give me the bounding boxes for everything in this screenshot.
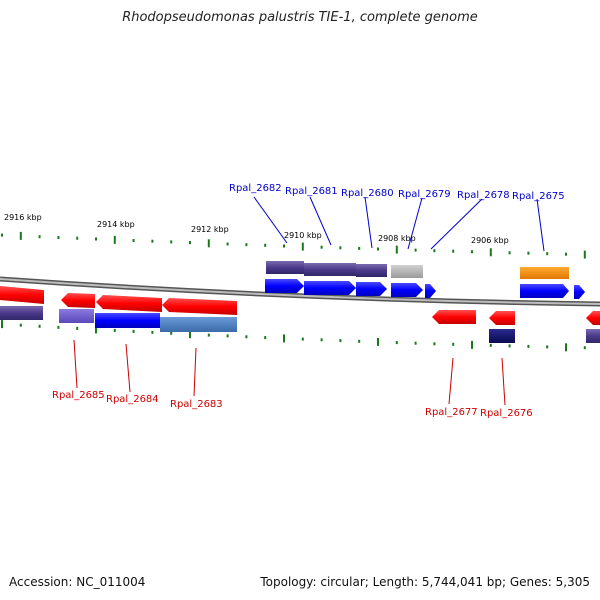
accession-info: Accession: NC_011004 — [9, 575, 146, 589]
gene-arrow-rpal-2678[interactable] — [425, 284, 436, 298]
gene-label-rpal-2678[interactable]: Rpal_2678 — [457, 190, 510, 201]
gene-arrow-rpal-2685[interactable] — [61, 293, 95, 308]
gene-label-rpal-2682[interactable]: Rpal_2682 — [229, 183, 282, 194]
map-title: Rhodopseudomonas palustris TIE-1, comple… — [122, 10, 478, 25]
gene-label-rpal-2683[interactable]: Rpal_2683 — [170, 399, 223, 410]
feature-bar-2684[interactable] — [95, 313, 160, 328]
gene-label-rpal-2680[interactable]: Rpal_2680 — [341, 188, 394, 199]
genome-stats: Topology: circular; Length: 5,744,041 bp… — [260, 575, 590, 589]
feature-bar-2675[interactable] — [520, 267, 569, 279]
gene-label-rpal-2681[interactable]: Rpal_2681 — [285, 186, 338, 197]
gene-arrow-rpal-2677[interactable] — [432, 310, 476, 324]
scale-label: 2908 kbp — [378, 234, 416, 243]
gene-arrow-rpal-2684[interactable] — [96, 295, 162, 312]
gene-label-rpal-2677[interactable]: Rpal_2677 — [425, 407, 478, 418]
scale-label: 2906 kbp — [471, 236, 509, 245]
gene-arrow-rpal-2683[interactable] — [162, 298, 237, 315]
feature-bar-2682[interactable] — [266, 261, 304, 274]
gene-label-rpal-2684[interactable]: Rpal_2684 — [106, 394, 159, 405]
feature-bar-2680[interactable] — [356, 264, 387, 277]
feature-bar-2686[interactable] — [0, 306, 43, 320]
gene-arrow-rpal-2679[interactable] — [391, 283, 423, 297]
gene-arrow-rpal-2674[interactable] — [574, 285, 585, 299]
gene-arrow-rpal-2682[interactable] — [265, 279, 304, 293]
feature-bar-2681[interactable] — [304, 263, 356, 276]
feature-bar-2673[interactable] — [586, 329, 600, 343]
feature-bar-2679[interactable] — [391, 265, 423, 278]
feature-bar-2676[interactable] — [489, 329, 515, 343]
genome-backbone-highlight — [0, 278, 600, 305]
gene-arrow-rpal-2680[interactable] — [356, 282, 387, 296]
gene-label-rpal-2676[interactable]: Rpal_2676 — [480, 408, 533, 419]
outer-tick-marks — [1, 231, 586, 259]
reverse-leader-lines — [73, 339, 506, 406]
feature-bar-2685[interactable] — [59, 309, 94, 323]
gene-label-rpal-2685[interactable]: Rpal_2685 — [52, 390, 105, 401]
gene-label-rpal-2679[interactable]: Rpal_2679 — [398, 189, 451, 200]
scale-label: 2912 kbp — [191, 225, 229, 234]
scale-label: 2916 kbp — [4, 213, 42, 222]
gene-label-rpal-2675[interactable]: Rpal_2675 — [512, 191, 565, 202]
scale-label: 2910 kbp — [284, 231, 322, 240]
feature-bar-2683[interactable] — [160, 317, 237, 332]
gene-arrow-rpal-2676[interactable] — [489, 311, 515, 325]
gene-arrow-rpal-2681[interactable] — [304, 281, 356, 295]
scale-label: 2914 kbp — [97, 220, 135, 229]
gene-arrow-rpal-2686[interactable] — [0, 286, 44, 304]
forward-leader-lines — [253, 196, 545, 252]
gene-arrow-rpal-2673[interactable] — [586, 311, 600, 325]
gene-arrow-rpal-2675[interactable] — [520, 284, 569, 298]
